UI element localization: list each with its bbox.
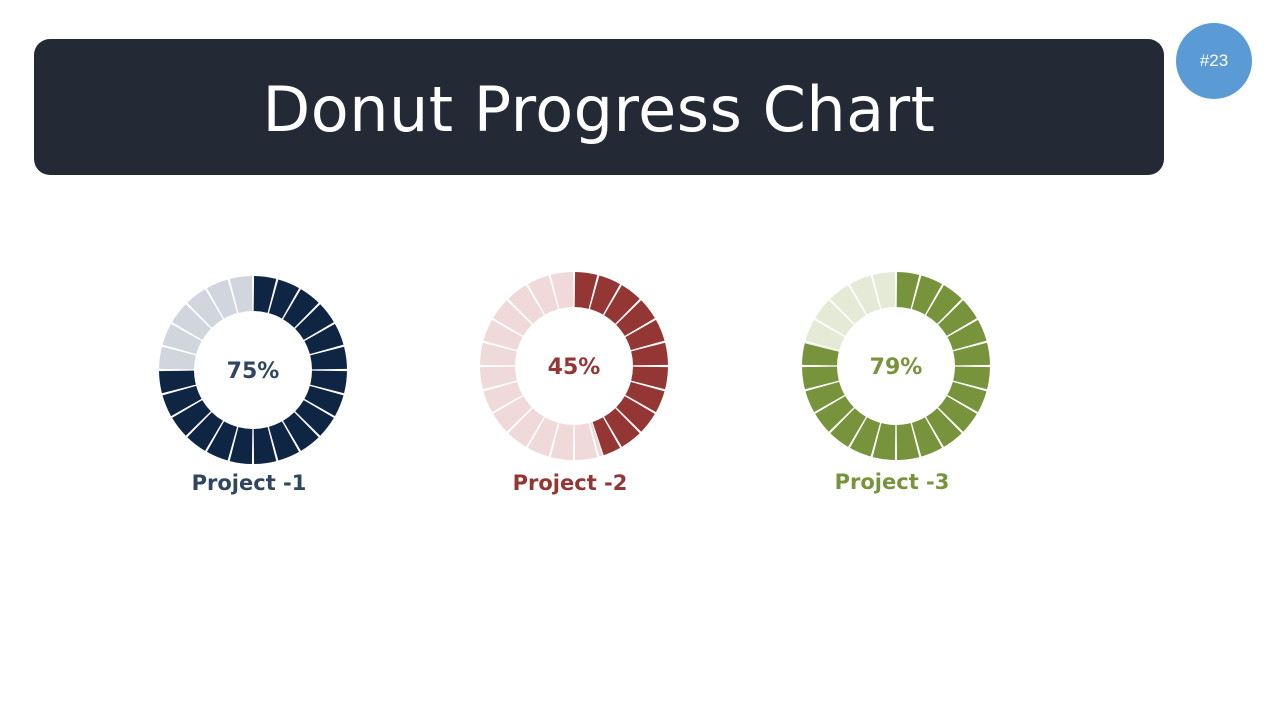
donut-project-label: Project -3	[835, 470, 950, 494]
donut-segment-track	[550, 423, 574, 460]
donut-segment-track	[815, 300, 854, 336]
donut-chart-1: 75% Project -1	[159, 276, 347, 495]
donut-project-label: Project -1	[192, 471, 307, 495]
donut-segment-filled	[253, 427, 277, 464]
donut-segment-filled	[947, 319, 987, 351]
donut-segment-track	[508, 408, 544, 447]
donut-segment-filled	[896, 272, 920, 309]
donut-segment-filled	[172, 400, 211, 436]
donut-segment-filled	[206, 421, 238, 461]
donut-segment-track	[229, 276, 253, 313]
slide-number-badge: #23	[1176, 23, 1252, 99]
donut-segment-filled	[295, 400, 334, 436]
donut-segment-filled	[310, 370, 347, 394]
donut-segment-filled	[229, 427, 253, 464]
donut-segment-filled	[802, 343, 839, 366]
donut-segment-track	[849, 275, 881, 315]
donut-segment-filled	[616, 300, 655, 336]
donut-segment-filled	[947, 381, 987, 413]
donut-segment-track	[162, 323, 202, 355]
donut-project-label: Project -2	[513, 471, 628, 495]
donut-segment-filled	[283, 412, 319, 451]
donut-value-label: 79%	[870, 355, 923, 380]
donut-segment-filled	[953, 366, 990, 390]
donut-segment-track	[187, 289, 223, 328]
donut-segment-track	[480, 366, 517, 390]
donut-segment-filled	[625, 381, 665, 413]
donut-segment-filled	[589, 275, 621, 315]
donut-segment-track	[480, 342, 517, 366]
donut-segment-filled	[187, 412, 223, 451]
donut-segment-filled	[911, 417, 943, 457]
donut-segment-track	[804, 341, 839, 352]
slide-title: Donut Progress Chart	[262, 72, 936, 146]
donut-segment-filled	[304, 323, 344, 355]
donut-segment-filled	[604, 285, 640, 324]
donut-segment-track	[206, 279, 238, 319]
donut-segment-filled	[574, 272, 598, 309]
donut-segment-filled	[631, 342, 668, 366]
donut-segment-filled	[304, 385, 344, 417]
donut-segment-track	[830, 285, 866, 324]
donut-segment-filled	[631, 366, 668, 390]
donut-segment-track	[574, 423, 598, 460]
donut-segment-filled	[802, 366, 839, 390]
donut-segment-filled	[953, 342, 990, 366]
donut-segment-filled	[162, 385, 202, 417]
donut-segment-filled	[896, 423, 920, 460]
donut-segment-filled	[805, 381, 845, 413]
donut-segment-filled	[872, 423, 896, 460]
donut-segment-track	[805, 319, 845, 351]
donut-value-label: 75%	[227, 359, 280, 384]
donut-segment-filled	[911, 275, 943, 315]
donut-segment-filled	[616, 396, 655, 432]
donut-segment-filled	[159, 370, 196, 394]
donut-segment-track	[483, 381, 523, 413]
donut-chart-3: 79% Project -3	[802, 272, 990, 494]
donut-segment-filled	[830, 408, 866, 447]
donut-segment-filled	[625, 319, 665, 351]
donut-segment-filled	[938, 300, 977, 336]
donut-segment-track	[589, 422, 603, 457]
donut-segment-track	[550, 272, 574, 309]
donut-segment-filled	[310, 346, 347, 370]
donut-segment-filled	[253, 276, 277, 313]
donut-segment-track	[872, 272, 896, 309]
donut-segment-track	[527, 275, 559, 315]
donut-segment-filled	[604, 408, 640, 447]
donut-segment-filled	[938, 396, 977, 432]
donut-segment-track	[172, 304, 211, 340]
donut-segment-filled	[849, 417, 881, 457]
donut-segment-filled	[295, 304, 334, 340]
donut-segment-track	[508, 285, 544, 324]
donut-segment-filled	[268, 421, 300, 461]
donut-segment-filled	[268, 279, 300, 319]
donut-segment-filled	[815, 396, 854, 432]
donut-segment-track	[483, 319, 523, 351]
donut-segment-filled	[592, 417, 621, 456]
donut-segment-filled	[926, 285, 962, 324]
donut-segment-track	[493, 300, 532, 336]
donut-segment-filled	[926, 408, 962, 447]
donut-segment-track	[493, 396, 532, 432]
donut-segment-track	[159, 346, 196, 370]
title-banner: Donut Progress Chart	[34, 39, 1164, 175]
donut-chart-2: 45% Project -2	[480, 272, 668, 495]
donut-value-label: 45%	[548, 355, 601, 380]
donut-segment-track	[527, 417, 559, 457]
donut-segment-filled	[283, 289, 319, 328]
